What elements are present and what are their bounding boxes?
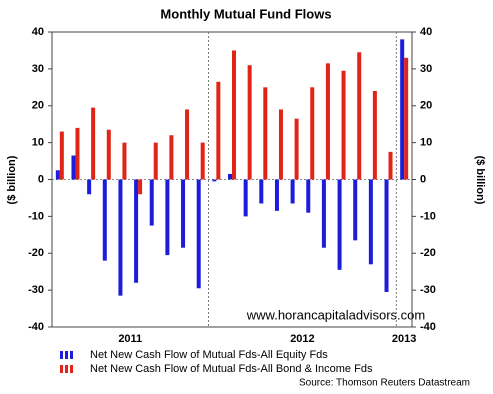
bar xyxy=(232,50,236,180)
x-group-label: 2012 xyxy=(290,333,314,345)
bar xyxy=(55,170,60,180)
y-axis-label: ($ billion) xyxy=(6,155,18,204)
bar xyxy=(384,179,389,292)
bar xyxy=(310,87,315,180)
bar xyxy=(353,179,358,241)
y2-tick-label: -30 xyxy=(420,284,436,296)
bar xyxy=(59,131,64,180)
bar xyxy=(341,70,346,180)
bar xyxy=(102,179,107,261)
y2-axis-label: ($ billion) xyxy=(474,156,486,205)
bar xyxy=(400,39,405,180)
bar xyxy=(259,179,264,204)
bar xyxy=(91,107,96,180)
bar xyxy=(134,179,139,283)
y2-tick-label: -40 xyxy=(420,321,436,333)
y-tick-label: -10 xyxy=(28,210,44,222)
bar xyxy=(106,129,111,180)
legend-marker xyxy=(60,365,63,373)
bar xyxy=(247,65,252,180)
y-tick-label: 10 xyxy=(32,137,44,149)
bar xyxy=(263,87,268,180)
y2-tick-label: -10 xyxy=(420,210,436,222)
bar xyxy=(274,179,279,211)
y2-tick-label: 20 xyxy=(420,100,432,112)
watermark: www.horancapitaladvisors.com xyxy=(246,307,425,322)
x-group-label: 2011 xyxy=(118,333,142,345)
bar xyxy=(216,81,221,180)
bar xyxy=(325,63,330,180)
y2-tick-label: 40 xyxy=(420,26,432,38)
bar xyxy=(165,179,170,256)
y-tick-label: -20 xyxy=(28,247,44,259)
bar xyxy=(87,179,92,195)
y-tick-label: 40 xyxy=(32,26,44,38)
bar xyxy=(181,179,186,248)
bar xyxy=(196,179,201,289)
bar xyxy=(169,135,174,180)
bar xyxy=(404,57,409,180)
y2-tick-label: -20 xyxy=(420,247,436,259)
legend-label: Net New Cash Flow of Mutual Fds-All Bond… xyxy=(90,363,373,375)
y-tick-label: 20 xyxy=(32,100,44,112)
bar xyxy=(357,52,362,180)
y2-tick-label: 0 xyxy=(420,173,426,185)
bar xyxy=(153,142,158,180)
bar xyxy=(200,142,205,180)
bar xyxy=(372,91,377,180)
y2-tick-label: 30 xyxy=(420,63,432,75)
bar xyxy=(185,109,190,180)
bar xyxy=(290,179,295,204)
bar xyxy=(75,127,80,180)
bar xyxy=(149,179,154,226)
bar xyxy=(212,179,217,182)
bar xyxy=(294,118,299,180)
chart-title: Monthly Mutual Fund Flows xyxy=(160,6,331,21)
legend-marker xyxy=(70,365,73,373)
legend-marker xyxy=(60,351,63,359)
bar xyxy=(337,179,342,270)
bar xyxy=(243,179,248,217)
bar xyxy=(228,173,232,180)
y-tick-label: 30 xyxy=(32,63,44,75)
y2-tick-label: 10 xyxy=(420,137,432,149)
bar xyxy=(278,109,283,180)
legend-marker xyxy=(70,351,73,359)
bar xyxy=(306,179,311,213)
bar xyxy=(138,179,143,195)
legend-marker xyxy=(65,365,68,373)
legend-marker xyxy=(65,351,68,359)
bar xyxy=(122,142,127,180)
bar xyxy=(388,151,393,180)
bar xyxy=(71,155,76,180)
y-tick-label: -30 xyxy=(28,284,44,296)
x-group-label: 2013 xyxy=(392,333,416,345)
y-tick-label: -40 xyxy=(28,321,44,333)
bar xyxy=(321,179,326,248)
y-tick-label: 0 xyxy=(38,173,44,185)
source-note: Source: Thomson Reuters Datastream xyxy=(299,378,470,389)
bar xyxy=(118,179,123,296)
legend-label: Net New Cash Flow of Mutual Fds-All Equi… xyxy=(90,349,328,361)
bar xyxy=(368,179,373,265)
